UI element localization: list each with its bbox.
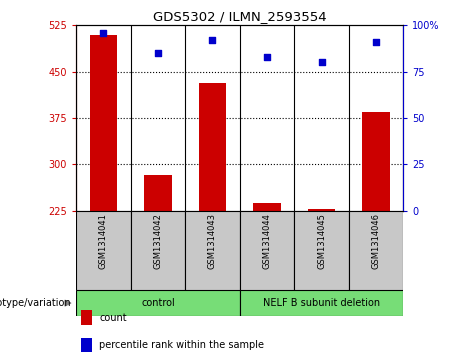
Bar	[130, 211, 185, 290]
Bar	[76, 211, 130, 290]
Bar	[144, 175, 171, 211]
Point	[318, 60, 325, 65]
Point	[263, 54, 271, 60]
Text: percentile rank within the sample: percentile rank within the sample	[99, 340, 264, 350]
Bar	[362, 112, 390, 211]
Text: NELF B subunit deletion: NELF B subunit deletion	[263, 298, 380, 308]
Text: control: control	[141, 298, 175, 308]
Bar	[240, 290, 403, 316]
Point	[154, 50, 162, 56]
Point	[209, 37, 216, 43]
Text: count: count	[99, 313, 127, 323]
Text: GSM1314045: GSM1314045	[317, 213, 326, 269]
Bar	[308, 209, 335, 211]
Bar	[76, 290, 240, 316]
Text: GSM1314042: GSM1314042	[154, 213, 162, 269]
Text: GSM1314043: GSM1314043	[208, 213, 217, 269]
Text: GSM1314046: GSM1314046	[372, 213, 381, 269]
Bar	[254, 203, 281, 211]
Bar	[240, 211, 294, 290]
Point	[100, 30, 107, 36]
Text: GSM1314044: GSM1314044	[262, 213, 272, 269]
Title: GDS5302 / ILMN_2593554: GDS5302 / ILMN_2593554	[153, 10, 326, 23]
Bar	[185, 211, 240, 290]
Bar	[349, 211, 403, 290]
Bar	[90, 34, 117, 211]
Text: GSM1314041: GSM1314041	[99, 213, 108, 269]
Bar	[294, 211, 349, 290]
Text: genotype/variation: genotype/variation	[0, 298, 71, 308]
Point	[372, 39, 380, 45]
Bar	[199, 83, 226, 211]
